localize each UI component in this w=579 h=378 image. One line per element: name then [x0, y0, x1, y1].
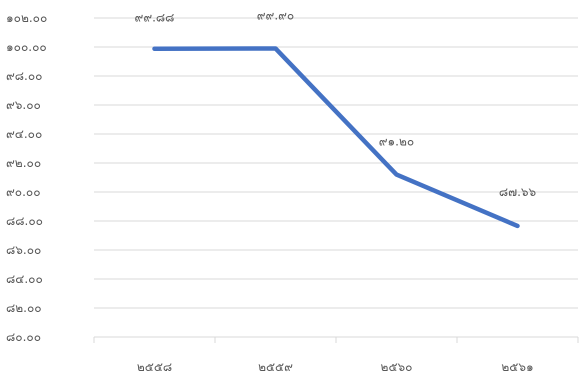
x-tick-label: ๒๕๖๐ [381, 360, 413, 374]
x-axis-tick-labels: ๒๕๕๘ ๒๕๕๙ ๒๕๖๐ ๒๕๖๑ [137, 360, 534, 374]
x-tick-label: ๒๕๖๑ [501, 360, 533, 374]
y-tick-label: ๙๘.๐๐ [6, 69, 43, 83]
y-tick-label: ๙๒.๐๐ [6, 156, 41, 170]
gridlines [94, 17, 578, 309]
series-line [152, 46, 520, 229]
y-tick-label: ๘๐.๐๐ [6, 330, 41, 344]
y-tick-label: ๙๖.๐๐ [6, 98, 41, 112]
data-label: ๘๗.๖๖ [499, 185, 536, 199]
x-axis [93, 336, 579, 343]
y-tick-label: ๙๐.๐๐ [6, 185, 41, 199]
y-tick-label: ๘๔.๐๐ [6, 272, 43, 286]
y-tick-label: ๘๘.๐๐ [6, 214, 43, 228]
x-tick-label: ๒๕๕๙ [258, 360, 293, 374]
y-tick-label: ๙๔.๐๐ [6, 127, 42, 141]
data-label: ๙๙.๙๐ [257, 8, 295, 22]
y-tick-label: ๑๐๐.๐๐ [6, 40, 47, 54]
series-lines [152, 46, 520, 229]
x-tick-label: ๒๕๕๘ [137, 360, 172, 374]
data-label: ๙๑.๒๐ [379, 135, 414, 149]
y-tick-label: ๑๐๒.๐๐ [6, 11, 47, 25]
y-tick-label: ๘๒.๐๐ [6, 301, 42, 315]
y-tick-label: ๘๖.๐๐ [6, 243, 41, 257]
y-axis-tick-labels: ๘๐.๐๐ ๘๒.๐๐ ๘๔.๐๐ ๘๖.๐๐ ๘๘.๐๐ ๙๐.๐๐ ๙๒.๐๐ ๙๔.๐๐… [6, 11, 47, 344]
data-label: ๙๙.๘๘ [135, 11, 175, 25]
